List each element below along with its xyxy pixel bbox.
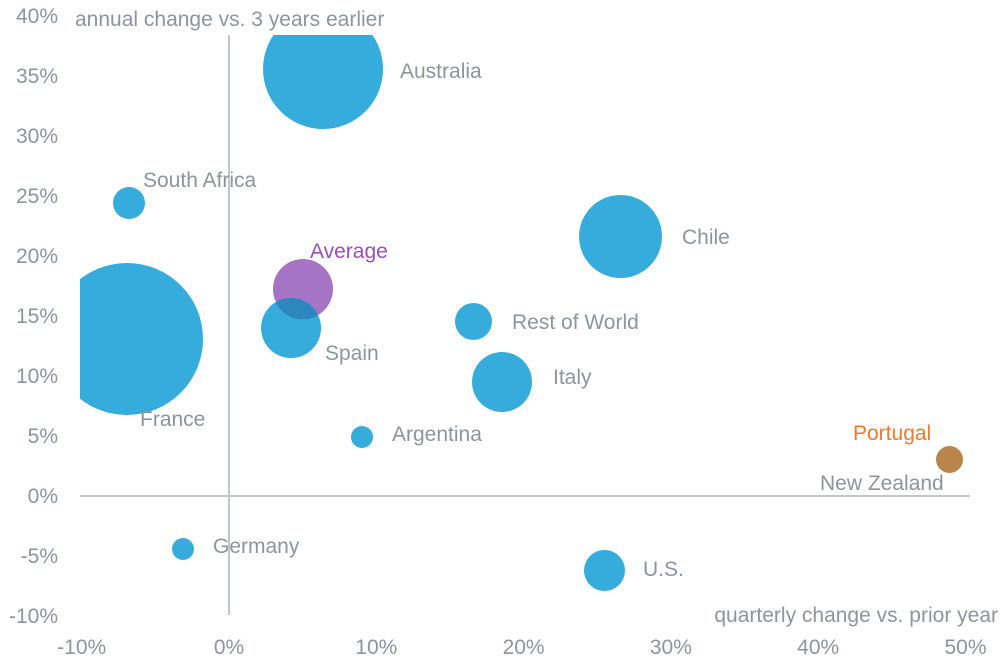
x-tick-30: 30% [649, 636, 692, 659]
x-tick-20: 20% [502, 636, 545, 659]
y-tick-35: 35% [15, 65, 58, 88]
bubble-argentina [350, 426, 373, 448]
y-tick-10: -10% [8, 605, 58, 628]
bubble-italy [471, 351, 532, 412]
bubble-france [80, 262, 204, 415]
label-average: Average [310, 240, 388, 263]
label-chile: Chile [682, 226, 730, 249]
y-tick-20: 20% [15, 245, 58, 268]
y-tick-15: 15% [15, 305, 58, 328]
y-tick-25: 25% [15, 185, 58, 208]
label-france: France [140, 408, 206, 431]
bubble-australia [263, 35, 384, 129]
label-portugal: Portugal [853, 422, 932, 445]
y-tick-5: -5% [20, 545, 58, 568]
y-axis-title: annual change vs. 3 years earlier [75, 8, 385, 31]
bubble-chile [579, 195, 663, 279]
bubble-portugal [935, 446, 963, 474]
x-axis-title: quarterly change vs. prior year [714, 604, 998, 627]
label-new-zealand: New Zealand [820, 472, 944, 495]
bubble-rest-of-world [455, 303, 493, 341]
x-tick-40: 40% [797, 636, 840, 659]
bubble-germany [172, 537, 195, 560]
label-italy: Italy [553, 366, 592, 389]
y-tick-30: 30% [15, 125, 58, 148]
label-u-s: U.S. [643, 558, 684, 581]
y-tick-0: 0% [27, 485, 58, 508]
bubble-south-africa [112, 187, 145, 219]
y-tick-40: 40% [15, 5, 58, 28]
y-axis-line [228, 35, 230, 615]
bubble-u-s [584, 549, 626, 591]
y-tick-5: 5% [27, 425, 58, 448]
label-germany: Germany [213, 535, 300, 558]
x-tick-0: 0% [213, 636, 245, 659]
label-argentina: Argentina [392, 423, 482, 446]
plot-area [80, 35, 970, 633]
label-spain: Spain [325, 342, 379, 365]
label-rest-of-world: Rest of World [512, 311, 639, 334]
x-tick-50: 50% [944, 636, 987, 659]
x-axis-line [80, 495, 970, 497]
x-tick-10: 10% [355, 636, 398, 659]
x-tick-10: -10% [57, 636, 107, 659]
y-tick-10: 10% [15, 365, 58, 388]
label-south-africa: South Africa [143, 169, 257, 192]
label-australia: Australia [400, 60, 482, 83]
